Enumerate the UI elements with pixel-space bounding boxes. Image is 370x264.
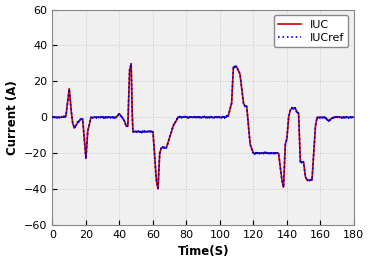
IUC [233, 65, 237, 69]
IUC [50, 116, 55, 119]
IUC [129, 62, 133, 65]
X-axis label: Time(S): Time(S) [178, 246, 229, 258]
Line: IUCref: IUCref [53, 64, 354, 188]
IUCref [233, 65, 237, 68]
IUCref [50, 115, 55, 119]
IUCref [129, 63, 133, 66]
IUCref [323, 116, 327, 120]
Line: IUC: IUC [53, 64, 354, 189]
Legend: IUC, IUCref: IUC, IUCref [274, 15, 348, 47]
IUC [156, 187, 160, 190]
IUC [135, 130, 139, 133]
IUC [352, 116, 356, 119]
IUCref [238, 74, 242, 77]
IUCref [156, 187, 160, 190]
IUC [115, 115, 119, 118]
IUC [323, 117, 327, 120]
IUCref [352, 115, 356, 118]
IUC [238, 74, 242, 77]
Y-axis label: Current (A): Current (A) [6, 80, 18, 155]
IUCref [135, 130, 139, 134]
IUCref [352, 115, 356, 119]
IUC [352, 116, 356, 119]
IUCref [115, 115, 119, 118]
